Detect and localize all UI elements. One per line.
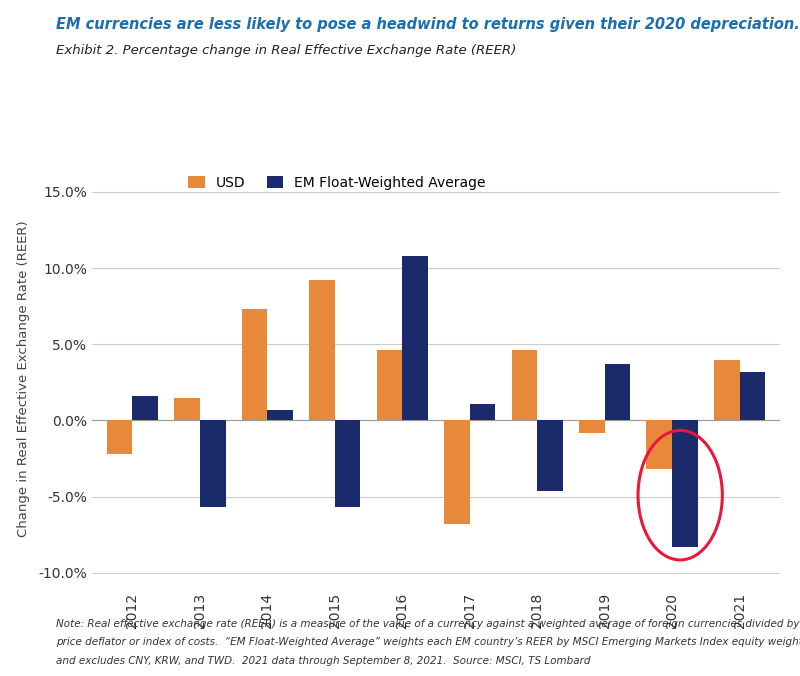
Text: EM currencies are less likely to pose a headwind to returns given their 2020 dep: EM currencies are less likely to pose a … <box>56 17 800 32</box>
Bar <box>537 420 563 491</box>
Bar <box>470 404 495 420</box>
Bar <box>174 397 200 420</box>
Bar <box>672 420 698 547</box>
Bar <box>335 420 361 508</box>
Bar <box>107 420 133 454</box>
Bar <box>511 350 537 420</box>
Bar <box>377 350 402 420</box>
Text: Note: Real effective exchange rate (REER) is a measure of the value of a currenc: Note: Real effective exchange rate (REER… <box>56 619 800 629</box>
Bar <box>739 372 765 420</box>
Bar <box>133 396 158 420</box>
Bar <box>200 420 226 508</box>
Bar <box>402 256 428 420</box>
Bar <box>444 420 470 524</box>
Bar <box>309 281 335 420</box>
Bar <box>267 410 293 420</box>
Text: and excludes CNY, KRW, and TWD.  2021 data through September 8, 2021.  Source: M: and excludes CNY, KRW, and TWD. 2021 dat… <box>56 656 590 667</box>
Text: Exhibit 2. Percentage change in Real Effective Exchange Rate (REER): Exhibit 2. Percentage change in Real Eff… <box>56 44 516 57</box>
Bar <box>242 309 267 420</box>
Bar <box>605 364 630 420</box>
Legend: USD, EM Float-Weighted Average: USD, EM Float-Weighted Average <box>188 176 486 190</box>
Bar <box>646 420 672 469</box>
Bar <box>579 420 605 433</box>
Bar <box>714 360 739 420</box>
Text: price deflator or index of costs.  “EM Float-Weighted Average” weights each EM c: price deflator or index of costs. “EM Fl… <box>56 637 800 648</box>
Y-axis label: Change in Real Effective Exchange Rate (REER): Change in Real Effective Exchange Rate (… <box>17 220 30 537</box>
